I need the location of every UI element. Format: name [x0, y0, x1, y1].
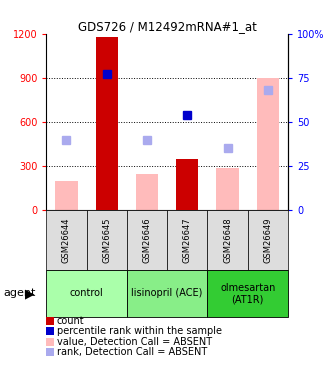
Text: lisinopril (ACE): lisinopril (ACE) [131, 288, 203, 298]
Title: GDS726 / M12492mRNA#1_at: GDS726 / M12492mRNA#1_at [78, 20, 257, 33]
Text: percentile rank within the sample: percentile rank within the sample [57, 326, 222, 336]
Text: count: count [57, 316, 84, 326]
Text: ▶: ▶ [25, 287, 34, 300]
Text: GSM26644: GSM26644 [62, 217, 71, 263]
Text: GSM26648: GSM26648 [223, 217, 232, 263]
Text: agent: agent [3, 288, 36, 298]
Text: GSM26649: GSM26649 [263, 217, 272, 263]
Text: GSM26646: GSM26646 [143, 217, 152, 263]
Bar [55, 181, 77, 210]
Text: GSM26647: GSM26647 [183, 217, 192, 263]
Text: value, Detection Call = ABSENT: value, Detection Call = ABSENT [57, 337, 212, 346]
Bar [176, 159, 198, 210]
Text: rank, Detection Call = ABSENT: rank, Detection Call = ABSENT [57, 347, 207, 357]
Bar [96, 38, 118, 210]
Text: control: control [70, 288, 104, 298]
Bar [257, 78, 279, 210]
Bar [136, 174, 158, 210]
Bar [216, 168, 239, 210]
Text: GSM26645: GSM26645 [102, 217, 111, 263]
Text: olmesartan
(AT1R): olmesartan (AT1R) [220, 283, 275, 304]
